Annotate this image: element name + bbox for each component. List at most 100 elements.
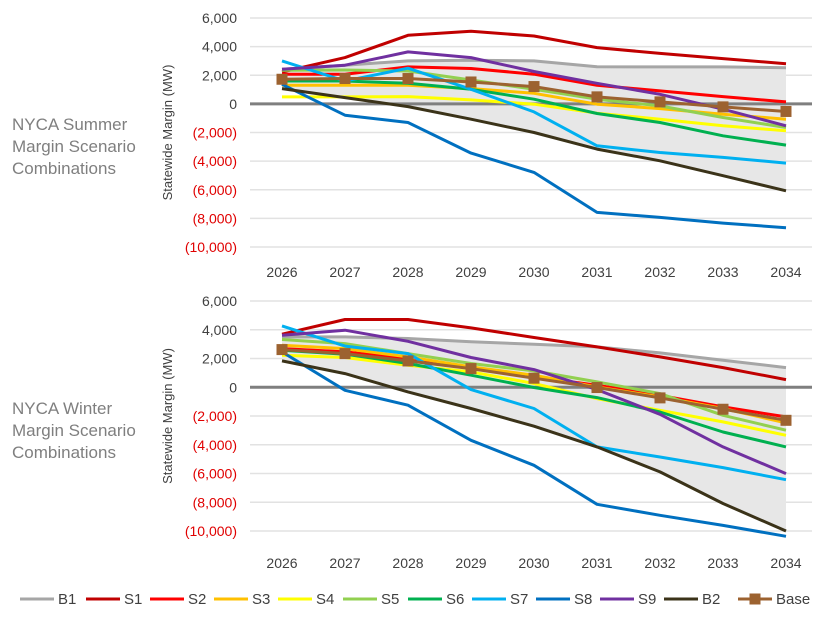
series-s7 <box>281 324 787 482</box>
series-s7 <box>281 59 787 165</box>
series-line-s7 <box>281 324 787 482</box>
chart-title: NYCA Summer Margin Scenario Combinations <box>12 115 136 178</box>
y-tick-label: 2,000 <box>202 67 237 83</box>
winter-chart: NYCA Winter Margin Scenario Combinations 6,… <box>12 293 812 571</box>
series-s1 <box>281 318 787 382</box>
base-marker <box>780 105 792 117</box>
x-tick-label: 2034 <box>770 264 801 280</box>
chart-title-line: Margin Scenario <box>12 137 136 156</box>
legend-item-b2: B2 <box>664 591 720 608</box>
legend-item-s3: S3 <box>214 591 270 608</box>
legend-marker <box>749 593 761 605</box>
y-tick-label: 4,000 <box>202 39 237 55</box>
x-tick-label: 2032 <box>644 555 675 571</box>
y-tick-label: 6,000 <box>202 10 237 26</box>
legend-item-s9: S9 <box>600 591 656 608</box>
x-tick-label: 2029 <box>455 555 486 571</box>
base-marker <box>780 414 792 426</box>
x-tick-label: 2031 <box>581 264 612 280</box>
x-tick-label: 2027 <box>329 555 360 571</box>
base-marker <box>339 348 351 360</box>
legend-label: B2 <box>702 591 720 608</box>
series-line-b2 <box>281 359 787 533</box>
x-tick-label: 2026 <box>266 555 297 571</box>
base-marker <box>402 355 414 367</box>
y-tick-label: (10,000) <box>185 239 237 255</box>
series-base <box>276 73 792 117</box>
chart-title-line: Combinations <box>12 159 116 178</box>
series-line-s7 <box>281 59 787 165</box>
legend-item-s1: S1 <box>86 591 142 608</box>
legend-label: S6 <box>446 591 464 608</box>
series-line-s9 <box>281 328 787 475</box>
base-marker <box>465 76 477 88</box>
series-line-s6 <box>282 79 787 147</box>
legend-item-s5: S5 <box>343 591 399 608</box>
x-tick-label: 2031 <box>581 555 612 571</box>
series-b2 <box>281 359 787 533</box>
series-base <box>276 344 792 426</box>
scenario-range-band <box>282 336 786 531</box>
series-s8 <box>281 82 787 230</box>
series-line-b1 <box>281 58 787 71</box>
chart-title-line: Margin Scenario <box>12 421 136 440</box>
legend-label: Base <box>776 591 810 608</box>
base-marker <box>339 73 351 85</box>
y-tick-label: (2,000) <box>193 408 237 424</box>
base-marker <box>654 392 666 404</box>
legend-item-s8: S8 <box>536 591 592 608</box>
base-marker <box>591 382 603 394</box>
series-line-b2 <box>281 87 787 193</box>
y-tick-label: (4,000) <box>193 153 237 169</box>
legend-label: S9 <box>638 591 656 608</box>
legend-label: S3 <box>252 591 270 608</box>
series-s4 <box>282 95 787 133</box>
y-tick-label: (6,000) <box>193 466 237 482</box>
legend-item-s2: S2 <box>150 591 206 608</box>
legend-item-s6: S6 <box>408 591 464 608</box>
y-tick-label: 0 <box>229 379 237 395</box>
legend-label: S7 <box>510 591 528 608</box>
y-axis-title: Statewide Margin (MW) <box>160 65 175 201</box>
y-axis-title: Statewide Margin (MW) <box>160 348 175 484</box>
base-marker <box>591 91 603 103</box>
x-tick-label: 2028 <box>392 555 423 571</box>
legend-label: S1 <box>124 591 142 608</box>
base-marker <box>717 101 729 113</box>
y-tick-label: (6,000) <box>193 182 237 198</box>
legend-label: S4 <box>316 591 334 608</box>
legend-item-b1: B1 <box>20 591 76 608</box>
x-tick-label: 2026 <box>266 264 297 280</box>
x-tick-label: 2033 <box>707 555 738 571</box>
legend-item-base: Base <box>738 591 810 608</box>
chart-title: NYCA Winter Margin Scenario Combinations <box>12 399 136 462</box>
x-tick-label: 2029 <box>455 264 486 280</box>
summer-chart: NYCA Summer Margin Scenario Combinations 6,… <box>12 10 812 280</box>
base-marker <box>276 73 288 85</box>
y-tick-label: 4,000 <box>202 322 237 338</box>
legend-item-s4: S4 <box>278 591 334 608</box>
series-b2 <box>281 87 787 193</box>
series-s6 <box>282 79 787 147</box>
x-tick-label: 2032 <box>644 264 675 280</box>
base-marker <box>402 73 414 85</box>
y-tick-label: 6,000 <box>202 293 237 309</box>
y-tick-label: 2,000 <box>202 351 237 367</box>
series-line-s8 <box>281 82 787 230</box>
series-s8 <box>281 350 787 538</box>
series-line-b1 <box>282 335 787 370</box>
x-tick-label: 2027 <box>329 264 360 280</box>
legend-label: B1 <box>58 591 76 608</box>
chart-title-line: Combinations <box>12 443 116 462</box>
x-tick-label: 2033 <box>707 264 738 280</box>
series-s1 <box>281 29 787 74</box>
base-marker <box>717 403 729 415</box>
x-tick-label: 2034 <box>770 555 801 571</box>
legend-label: S5 <box>381 591 399 608</box>
legend: B1 S1 S2 S3 S4 S5 S6 S7 S8 S9 B2 Base <box>20 591 810 608</box>
x-tick-label: 2030 <box>518 555 549 571</box>
base-marker <box>528 372 540 384</box>
series-b1 <box>282 335 787 370</box>
chart-title-line: NYCA Winter <box>12 399 112 418</box>
